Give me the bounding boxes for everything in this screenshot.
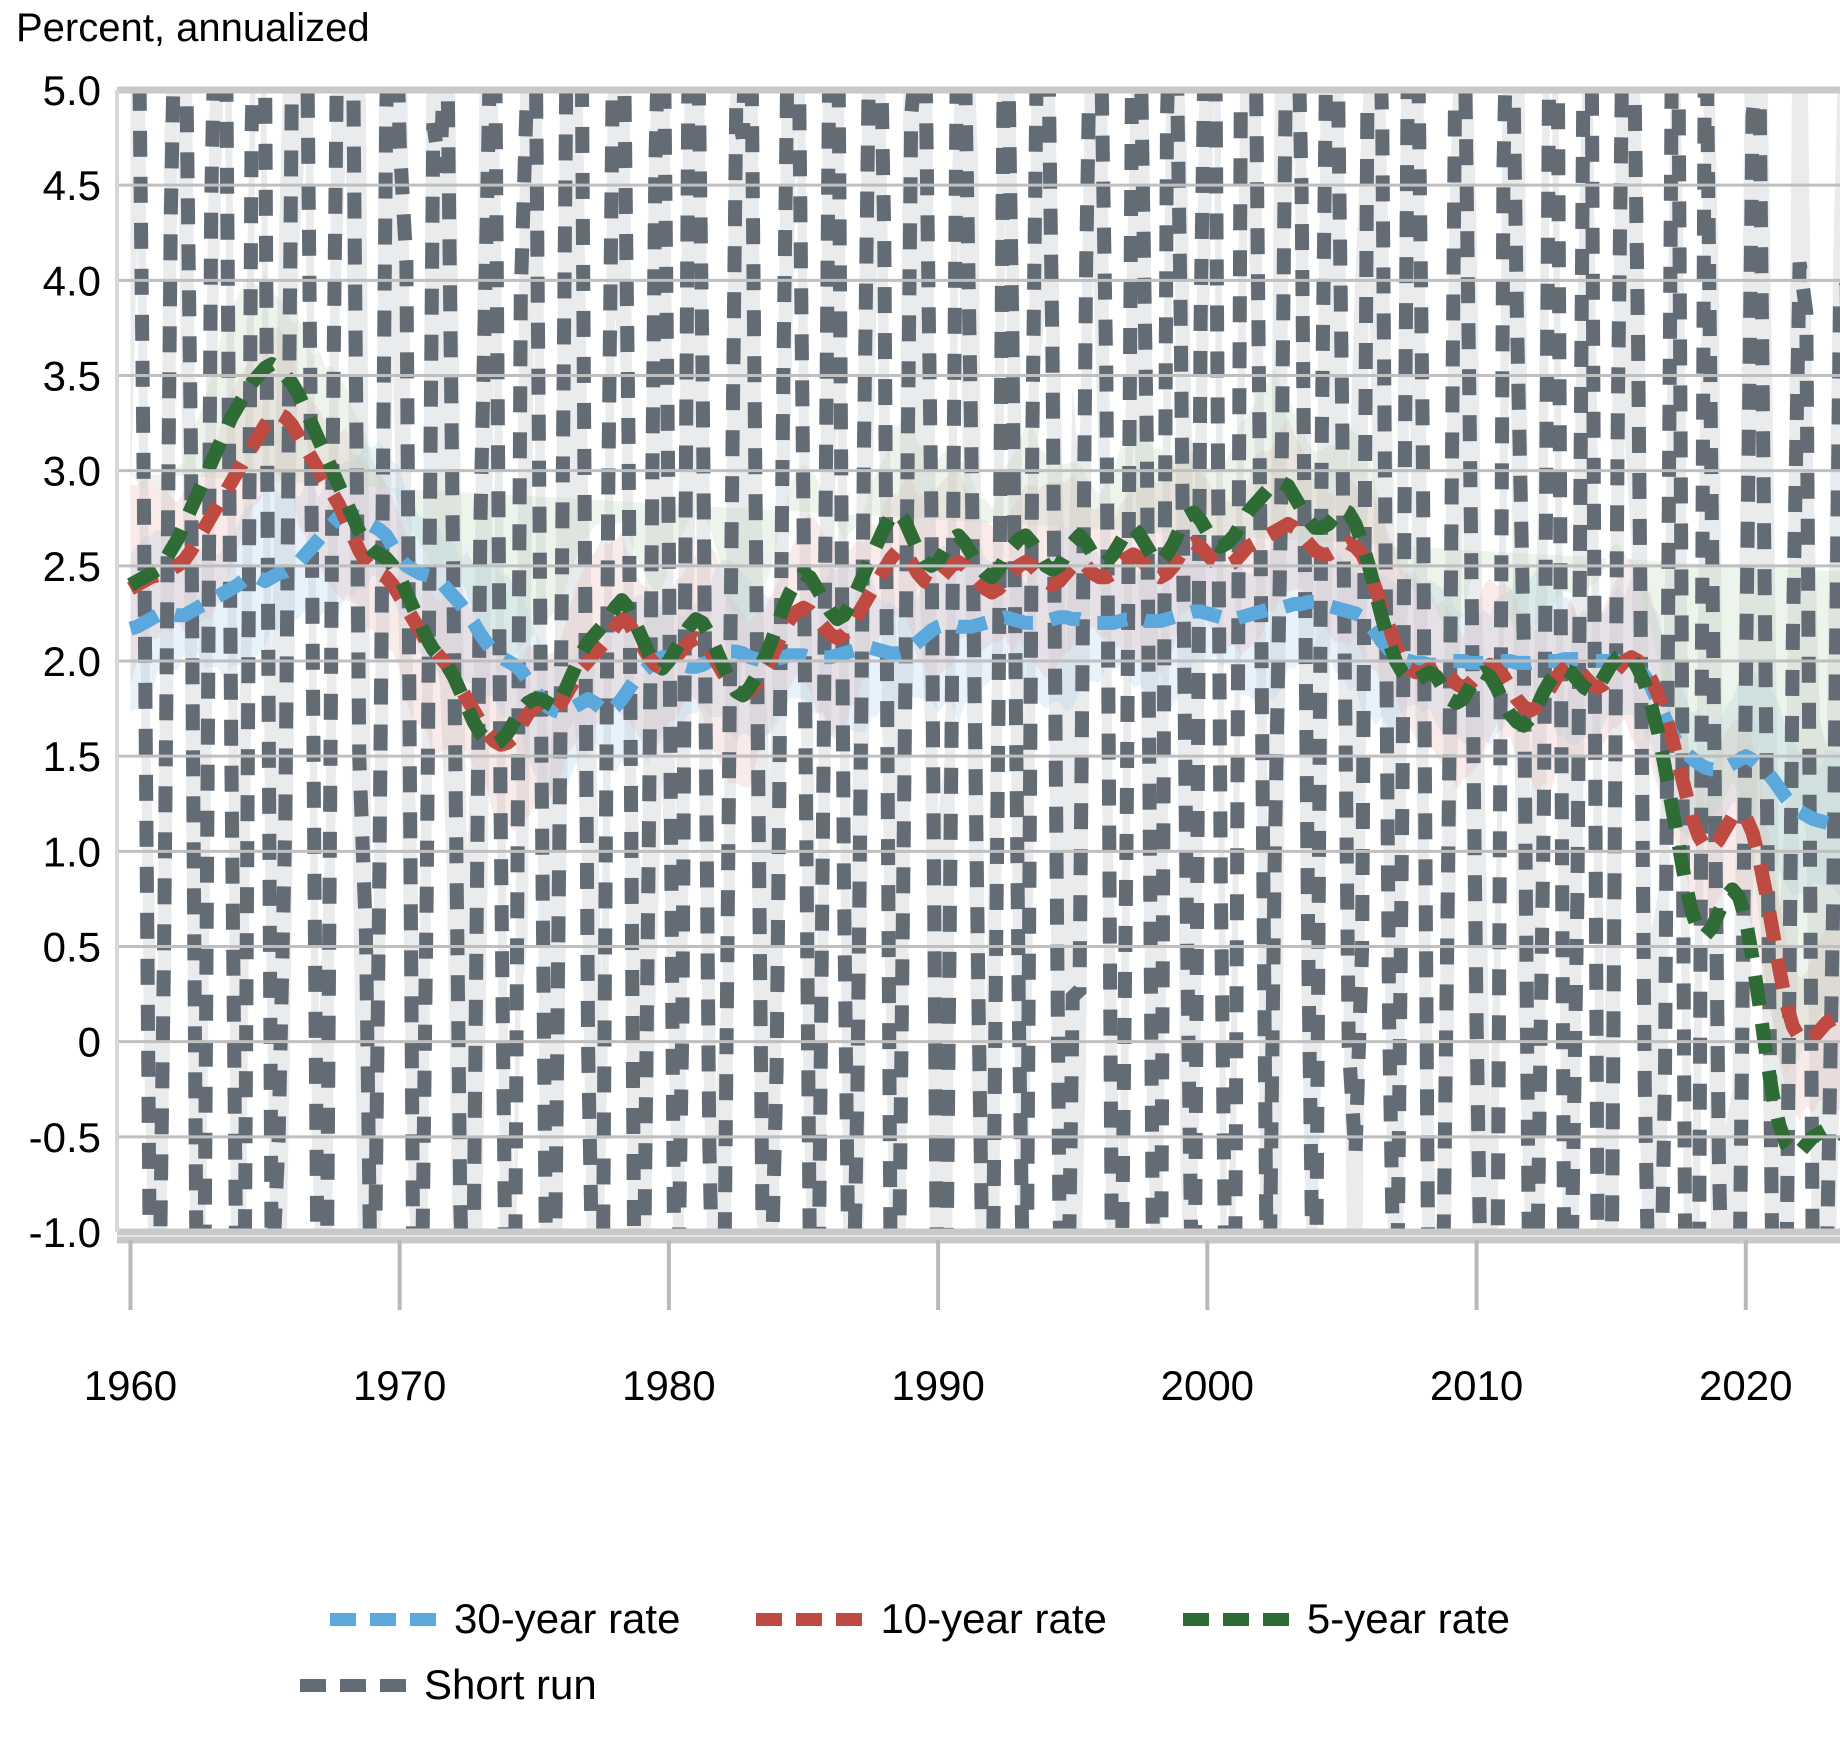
confidence-band-2 [130,273,1840,1074]
legend-item-30-year-rate[interactable]: 30-year rate [330,1596,680,1642]
x-axis: 1960 1970 1980 1990 2000 2010 2020 [84,1236,1840,1409]
y-tick-label: 4.5 [43,162,101,209]
y-axis-ticks: 5.0 4.5 4.0 3.5 3.0 2.5 2.0 1.5 1.0 0.5 0 -0.5 -1.0 [29,67,101,1256]
x-tick-label: 2020 [1699,1362,1792,1409]
x-tick-label: 1980 [622,1362,715,1409]
legend-row-1: 30-year rate 10-year rate 5-year rate [0,1586,1840,1652]
x-tick-label: 1990 [891,1362,984,1409]
series-line-short-run [132,90,1840,1232]
x-tick-label: 2010 [1430,1362,1523,1409]
legend-swatch-icon [1182,1612,1291,1626]
legend-swatch-icon [756,1612,865,1626]
series-line-10-year-rate [127,406,1840,1049]
legend-item-10-year-rate[interactable]: 10-year rate [756,1595,1107,1642]
y-tick-label: 2.0 [43,638,101,685]
legend-item-short-run[interactable]: Short run [300,1662,597,1708]
y-tick-label: 0 [78,1019,101,1066]
x-tick-label: 1960 [84,1362,177,1409]
x-tick-label: 2000 [1161,1362,1254,1409]
y-tick-label: 1.0 [43,828,101,875]
legend-swatch-icon [330,1612,438,1626]
y-tick-label: 3.5 [43,353,101,400]
y-axis-title: Percent, annualized [16,6,370,50]
legend-row-2: Short run [0,1652,1840,1718]
y-tick-label: 5.0 [43,67,101,114]
series-line-5-year-rate [127,357,1840,1160]
y-tick-label: -0.5 [29,1114,101,1161]
chart-legend: 30-year rate 10-year rate 5-year rate Short… [0,1586,1840,1718]
series-line-30-year-rate [128,505,1840,834]
y-tick-label: 1.5 [43,733,101,780]
legend-swatch-icon [300,1678,408,1692]
y-tick-label: 4.0 [43,257,101,304]
y-tick-label: 0.5 [43,924,101,971]
legend-label: 30-year rate [454,1595,681,1642]
legend-item-5-year-rate[interactable]: 5-year rate [1182,1595,1510,1642]
y-tick-label: 3.0 [43,448,101,495]
y-tick-label: -1.0 [29,1209,101,1256]
legend-label: 10-year rate [880,1595,1107,1642]
x-tick-label: 1970 [353,1362,446,1409]
legend-label: Short run [424,1661,597,1708]
gridlines [115,86,1840,1236]
y-tick-label: 2.5 [43,543,101,590]
legend-label: 5-year rate [1306,1595,1510,1642]
